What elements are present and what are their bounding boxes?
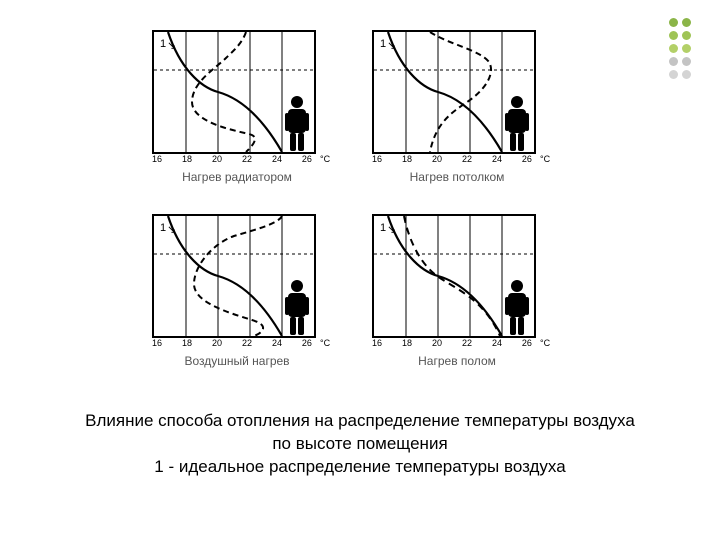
- caption-line3: 1 - идеальное распределение температуры …: [154, 457, 565, 476]
- tick: 22: [242, 154, 252, 164]
- person-icon: [285, 96, 309, 151]
- charts-grid: 1 ↘ 16 18 20 22 24 26 °C Нагрев радиатор…: [140, 30, 570, 394]
- tick: 20: [212, 154, 222, 164]
- curve-label-1: 1: [380, 222, 386, 234]
- tick: 26: [302, 154, 312, 164]
- chart-title: Нагрев радиатором: [152, 170, 322, 184]
- x-ticks: 16 18 20 22 24 26: [372, 338, 532, 348]
- x-ticks: 16 18 20 22 24 26: [152, 338, 312, 348]
- tick: 26: [522, 338, 532, 348]
- tick: 16: [152, 154, 162, 164]
- tick: 24: [272, 154, 282, 164]
- dot: [682, 18, 691, 27]
- x-unit: °C: [320, 154, 330, 164]
- person-icon: [505, 280, 529, 335]
- dot: [669, 44, 678, 53]
- tick: 18: [182, 154, 192, 164]
- curve-label-1: 1: [380, 38, 386, 50]
- ideal-curve: [388, 216, 502, 336]
- dot: [669, 57, 678, 66]
- dot: [669, 31, 678, 40]
- curve-label-1: 1: [160, 38, 166, 50]
- x-unit: °C: [320, 338, 330, 348]
- tick: 22: [242, 338, 252, 348]
- chart-ceiling: 1 ↘ 16 18 20 22 24 26 °C Нагрев потолком: [360, 30, 570, 210]
- ideal-curve: [168, 216, 282, 336]
- chart-title: Нагрев потолком: [372, 170, 542, 184]
- x-unit: °C: [540, 338, 550, 348]
- arrow-icon: ↘: [387, 223, 396, 236]
- actual-curve: [194, 216, 282, 336]
- tick: 20: [432, 338, 442, 348]
- actual-curve: [404, 216, 500, 336]
- arrow-icon: ↘: [167, 39, 176, 52]
- dot: [682, 44, 691, 53]
- actual-curve: [192, 32, 255, 152]
- tick: 24: [272, 338, 282, 348]
- dot: [682, 70, 691, 79]
- dot: [669, 18, 678, 27]
- tick: 18: [402, 154, 412, 164]
- figure-caption: Влияние способа отопления на распределен…: [0, 410, 720, 479]
- x-ticks: 16 18 20 22 24 26: [152, 154, 312, 164]
- tick: 22: [462, 154, 472, 164]
- caption-line1: Влияние способа отопления на распределен…: [85, 411, 635, 430]
- arrow-icon: ↘: [167, 223, 176, 236]
- curve-label-1: 1: [160, 222, 166, 234]
- tick: 18: [402, 338, 412, 348]
- dot: [669, 70, 678, 79]
- tick: 24: [492, 154, 502, 164]
- chart-plot: 1 ↘: [372, 214, 536, 338]
- tick: 20: [432, 154, 442, 164]
- decoration-dots: [669, 18, 692, 80]
- chart-title: Воздушный нагрев: [152, 354, 322, 368]
- dot: [682, 57, 691, 66]
- tick: 26: [522, 154, 532, 164]
- arrow-icon: ↘: [387, 39, 396, 52]
- chart-floor: 1 ↘ 16 18 20 22 24 26 °C Нагрев полом: [360, 214, 570, 394]
- ideal-curve: [168, 32, 282, 152]
- x-ticks: 16 18 20 22 24 26: [372, 154, 532, 164]
- x-unit: °C: [540, 154, 550, 164]
- chart-radiator: 1 ↘ 16 18 20 22 24 26 °C Нагрев радиатор…: [140, 30, 350, 210]
- tick: 16: [372, 338, 382, 348]
- ideal-curve: [388, 32, 502, 152]
- tick: 18: [182, 338, 192, 348]
- tick: 16: [372, 154, 382, 164]
- chart-title: Нагрев полом: [372, 354, 542, 368]
- chart-plot: 1 ↘: [152, 214, 316, 338]
- tick: 22: [462, 338, 472, 348]
- caption-line2: по высоте помещения: [272, 434, 447, 453]
- person-icon: [505, 96, 529, 151]
- tick: 16: [152, 338, 162, 348]
- tick: 26: [302, 338, 312, 348]
- person-icon: [285, 280, 309, 335]
- chart-air: 1 ↘ 16 18 20 22 24 26 °C Воздушный нагре…: [140, 214, 350, 394]
- tick: 24: [492, 338, 502, 348]
- chart-plot: 1 ↘: [152, 30, 316, 154]
- tick: 20: [212, 338, 222, 348]
- dot: [682, 31, 691, 40]
- chart-plot: 1 ↘: [372, 30, 536, 154]
